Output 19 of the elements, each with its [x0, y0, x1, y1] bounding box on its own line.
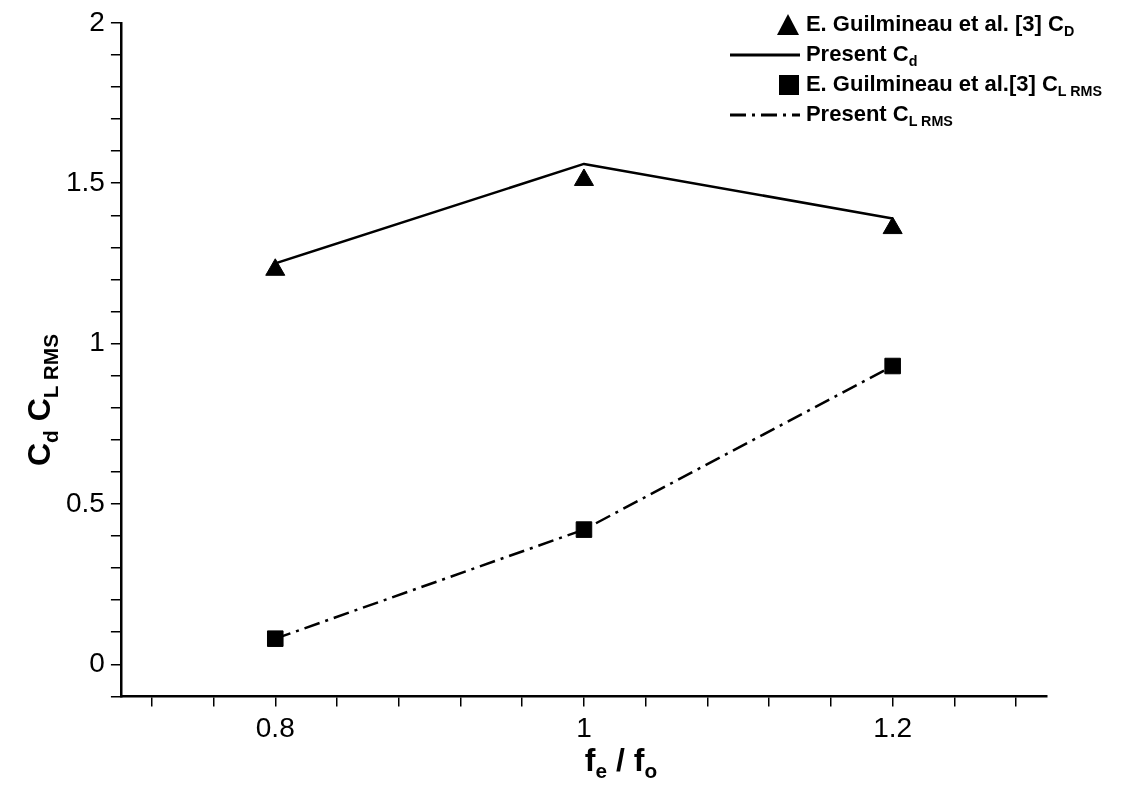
legend-label: E. Guilmineau et al. [3] C$_{D}$ — [805, 10, 1075, 40]
y-tick-label: 2 — [89, 5, 105, 37]
point — [573, 168, 594, 186]
y-tick-label: 1.5 — [65, 165, 105, 197]
point — [884, 357, 901, 375]
x-axis-title: f$_{e}$ / f$_{o}$ — [583, 742, 659, 784]
legend-label: Present C$_{L RMS}$ — [805, 100, 953, 130]
point — [265, 258, 286, 276]
x-tick-label: 0.8 — [255, 711, 295, 743]
legend-label: E. Guilmineau et al.[3] C$_{L RMS}$ — [805, 70, 1102, 100]
point — [882, 216, 903, 235]
y-tick-label: 0.5 — [65, 486, 105, 518]
x-tick-label: 1.2 — [873, 711, 913, 743]
y-tick-label: 0 — [89, 647, 105, 679]
y-tick-label: 1 — [89, 326, 105, 358]
x-tick-label: 1 — [576, 711, 592, 743]
legend-label: Present C$_{d}$ — [805, 40, 918, 70]
point — [575, 521, 593, 538]
point — [266, 630, 284, 647]
